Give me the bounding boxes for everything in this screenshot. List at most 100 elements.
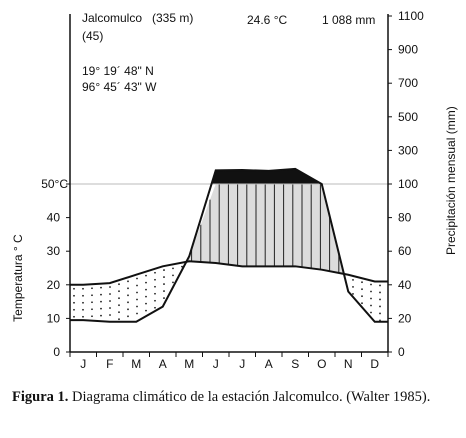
dry-season-dot: [100, 286, 102, 289]
right-axis-title: Precipitación mensual (mm): [444, 106, 458, 255]
x-tick-label: J: [213, 357, 219, 371]
dry-season-dot: [352, 286, 354, 288]
dry-season-dot: [73, 315, 75, 318]
temperature-line: [70, 260, 388, 286]
x-tick-label: J: [239, 357, 245, 371]
x-tick-label: N: [344, 357, 353, 371]
station-altitude: (335 m): [152, 11, 194, 25]
right-tick-label: 300: [398, 143, 418, 157]
annual-precipitation: 1 088 mm: [322, 13, 376, 27]
dry-season-dot: [91, 301, 93, 304]
dry-season-dot: [91, 315, 93, 318]
left-tick-label: 20: [47, 278, 61, 292]
dry-season-dot: [109, 293, 111, 295]
figure-caption: Figura 1. Diagrama climático de la estac…: [12, 388, 458, 407]
dry-season-dot: [82, 308, 84, 311]
left-tick-label: 30: [47, 244, 61, 258]
dry-season-dot: [118, 290, 120, 293]
dry-season-dot: [352, 279, 354, 281]
right-tick-label: 80: [398, 211, 412, 225]
dry-season-dot: [172, 267, 174, 270]
right-tick-label: 20: [398, 311, 412, 325]
dry-season-dot: [136, 312, 138, 315]
dry-season-dot: [370, 297, 372, 300]
left-tick-label: 10: [47, 311, 61, 325]
dry-season-dot: [91, 308, 93, 311]
dry-season-dot: [109, 314, 111, 316]
caption-label: Figura 1.: [12, 389, 69, 405]
dry-season-dot: [73, 294, 75, 297]
dry-season-dot: [163, 290, 165, 292]
dry-season-dot: [361, 295, 363, 298]
dry-season-dot: [136, 277, 138, 280]
dry-season-dot: [118, 318, 120, 321]
dry-season-dot: [82, 315, 84, 318]
dry-season-dot: [82, 287, 84, 290]
right-tick-label: 700: [398, 76, 418, 90]
dry-season-dot: [82, 301, 84, 304]
dry-season-dot: [379, 305, 381, 308]
dry-season-dot: [127, 280, 129, 283]
x-tick-label: O: [317, 357, 326, 371]
dry-season-dot: [361, 302, 363, 305]
dry-season-dot: [154, 299, 156, 302]
dry-season-dot: [361, 288, 363, 291]
dry-season-dot: [109, 300, 111, 302]
x-tick-label: A: [265, 357, 273, 371]
station-years: (45): [82, 29, 104, 43]
right-tick-label: 1100: [398, 9, 424, 23]
dry-season-dot: [154, 271, 156, 274]
dry-season-dot: [172, 281, 174, 284]
dry-season-dot: [127, 287, 129, 290]
right-tick-label: 100: [398, 177, 418, 191]
dry-season-dot: [73, 308, 75, 311]
dry-season-dot: [379, 312, 381, 315]
dry-season-dot: [100, 300, 102, 303]
dry-season-dot: [163, 269, 165, 271]
left-top-tick-label: 50°C: [41, 177, 68, 191]
dry-season-dot: [145, 309, 147, 312]
dry-season-dot: [118, 283, 120, 286]
dry-season-dot: [379, 284, 381, 287]
dry-season-dot: [145, 281, 147, 284]
dry-season-dot: [127, 294, 129, 297]
dry-season-dot: [352, 293, 354, 295]
dry-season-dot: [379, 291, 381, 294]
dry-season-dot: [370, 311, 372, 314]
x-tick-label: M: [131, 357, 141, 371]
dry-season-dot: [145, 295, 147, 298]
dry-season-dot: [73, 287, 75, 290]
dry-season-dot: [370, 304, 372, 307]
station-latitude: 19° 19´ 48" N: [82, 64, 154, 78]
dry-season-dot: [118, 297, 120, 300]
dry-season-dot: [91, 287, 93, 290]
dry-season-dot: [100, 307, 102, 310]
dry-season-dot: [163, 297, 165, 299]
caption-text: Diagrama climático de la estación Jalcom…: [72, 389, 431, 405]
dry-season-dot: [145, 274, 147, 277]
dry-season-dot: [109, 307, 111, 309]
dry-season-dot: [127, 301, 129, 304]
station-longitude: 96° 45´ 43" W: [82, 80, 157, 94]
dry-season-dot: [136, 305, 138, 308]
left-tick-label: 0: [53, 345, 60, 359]
dry-season-dot: [154, 285, 156, 288]
dry-season-dot: [118, 311, 120, 314]
left-axis-title: Temperatura ° C: [11, 234, 25, 322]
dry-season-dot: [100, 314, 102, 317]
dry-season-dot: [127, 315, 129, 318]
x-tick-label: D: [370, 357, 379, 371]
mean-temperature: 24.6 °C: [247, 13, 288, 27]
x-tick-label: A: [159, 357, 167, 371]
right-tick-label: 40: [398, 278, 412, 292]
dry-season-dot: [163, 283, 165, 285]
dry-season-dot: [172, 274, 174, 277]
dry-season-dot: [109, 286, 111, 288]
dry-season-dot: [154, 292, 156, 295]
right-tick-label: 900: [398, 43, 418, 57]
x-tick-label: M: [184, 357, 194, 371]
dry-season-dot: [136, 284, 138, 287]
dry-season-dot: [154, 306, 156, 309]
dry-season-dot: [370, 283, 372, 286]
dry-season-dot: [379, 298, 381, 301]
